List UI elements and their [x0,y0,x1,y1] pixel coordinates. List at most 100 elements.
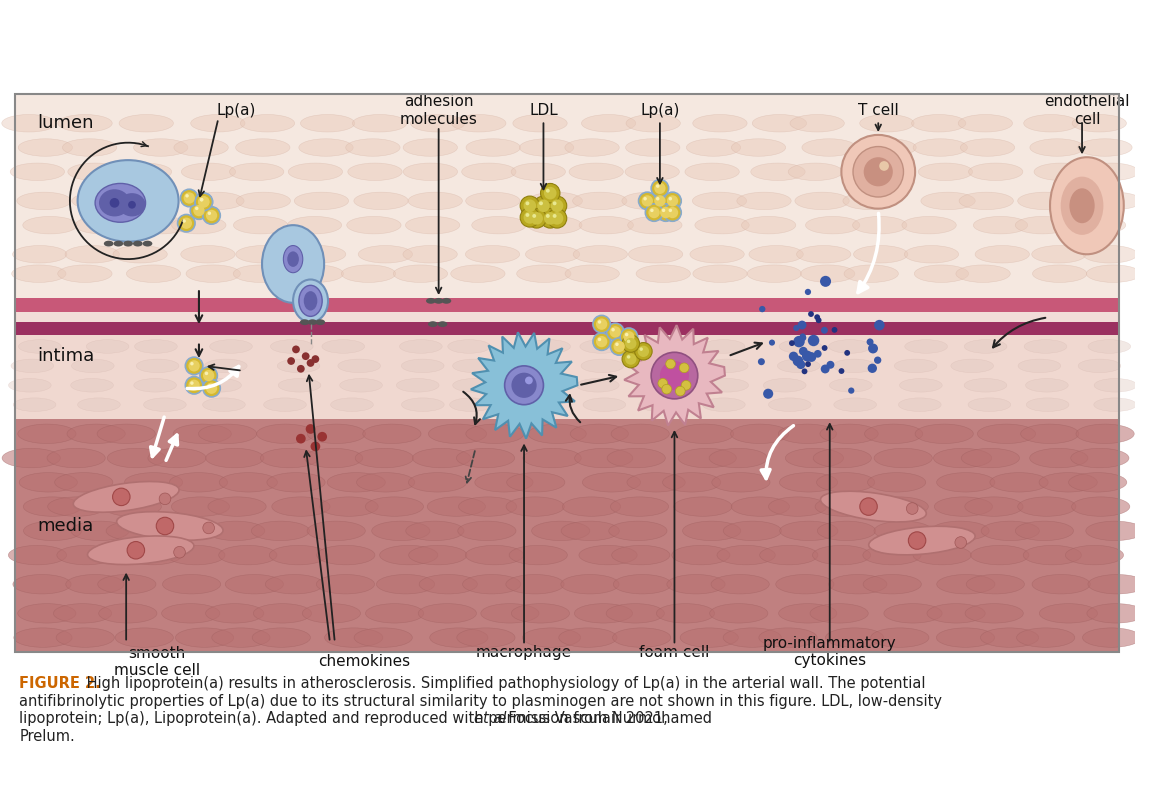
Ellipse shape [777,359,820,372]
Ellipse shape [1024,545,1081,565]
Ellipse shape [581,359,624,372]
Ellipse shape [507,473,565,492]
Circle shape [183,219,186,222]
Ellipse shape [133,241,143,246]
Ellipse shape [13,574,71,594]
Bar [14,94,1119,653]
Circle shape [860,498,878,515]
Ellipse shape [331,398,373,412]
Ellipse shape [353,193,408,210]
Ellipse shape [413,448,470,468]
Ellipse shape [900,379,942,392]
Ellipse shape [8,379,51,392]
Ellipse shape [236,245,290,263]
Text: foam cell: foam cell [639,645,710,660]
Ellipse shape [11,163,64,181]
Circle shape [799,334,806,339]
Ellipse shape [363,424,421,443]
Ellipse shape [319,497,378,516]
Text: Prelum.: Prelum. [20,729,75,744]
Circle shape [612,328,614,331]
Ellipse shape [702,340,745,353]
Circle shape [202,207,220,224]
Ellipse shape [150,522,208,540]
Circle shape [789,352,798,361]
Circle shape [297,365,304,372]
Text: T cell: T cell [858,103,899,118]
Ellipse shape [560,574,619,594]
Ellipse shape [56,628,115,647]
Circle shape [523,200,536,212]
Ellipse shape [934,448,992,468]
Circle shape [525,376,532,384]
Ellipse shape [1078,359,1121,372]
Ellipse shape [1030,139,1085,156]
Ellipse shape [574,604,633,623]
Ellipse shape [531,522,590,540]
Circle shape [180,189,198,207]
Ellipse shape [301,114,355,132]
Ellipse shape [300,320,310,325]
Bar [14,322,1119,335]
Ellipse shape [316,574,374,594]
Ellipse shape [1039,604,1097,623]
Ellipse shape [519,139,573,156]
Ellipse shape [55,473,112,492]
Ellipse shape [711,574,769,594]
Ellipse shape [77,160,179,241]
Circle shape [805,289,811,295]
Ellipse shape [854,245,908,263]
Ellipse shape [124,545,181,565]
Circle shape [207,211,211,215]
Ellipse shape [126,265,180,282]
Circle shape [654,195,666,207]
Circle shape [185,194,188,197]
Ellipse shape [1086,265,1141,282]
Ellipse shape [1072,216,1126,234]
Text: Lp(a): Lp(a) [640,103,680,118]
Ellipse shape [662,473,721,492]
Ellipse shape [462,163,516,181]
Ellipse shape [904,340,948,353]
Ellipse shape [779,340,821,353]
Ellipse shape [426,298,435,304]
Ellipse shape [769,398,811,412]
Ellipse shape [346,216,401,234]
Ellipse shape [295,193,349,210]
Ellipse shape [174,139,228,156]
Ellipse shape [969,163,1023,181]
Circle shape [801,368,807,374]
Ellipse shape [262,225,324,303]
Ellipse shape [580,340,622,353]
Ellipse shape [563,497,620,516]
Circle shape [613,341,625,352]
Ellipse shape [404,163,457,181]
Ellipse shape [108,448,165,468]
Circle shape [667,207,679,219]
Ellipse shape [304,291,317,311]
Text: . Focus Vasculair 2021,: . Focus Vasculair 2021, [498,712,668,727]
Ellipse shape [606,604,665,623]
Circle shape [311,355,319,363]
Ellipse shape [1088,340,1130,353]
Ellipse shape [339,379,383,392]
Ellipse shape [613,628,670,647]
Circle shape [302,352,310,360]
Ellipse shape [75,216,129,234]
Ellipse shape [800,265,855,282]
Circle shape [200,198,204,201]
Circle shape [815,317,821,323]
Circle shape [191,381,194,385]
Ellipse shape [1076,424,1134,443]
Ellipse shape [818,522,875,540]
Ellipse shape [233,216,288,234]
Ellipse shape [904,245,958,263]
Ellipse shape [47,448,105,468]
Circle shape [758,358,765,365]
Circle shape [845,350,851,356]
Ellipse shape [11,359,54,372]
Ellipse shape [959,193,1013,210]
Ellipse shape [607,448,666,468]
Ellipse shape [448,340,490,353]
Ellipse shape [966,574,1025,594]
